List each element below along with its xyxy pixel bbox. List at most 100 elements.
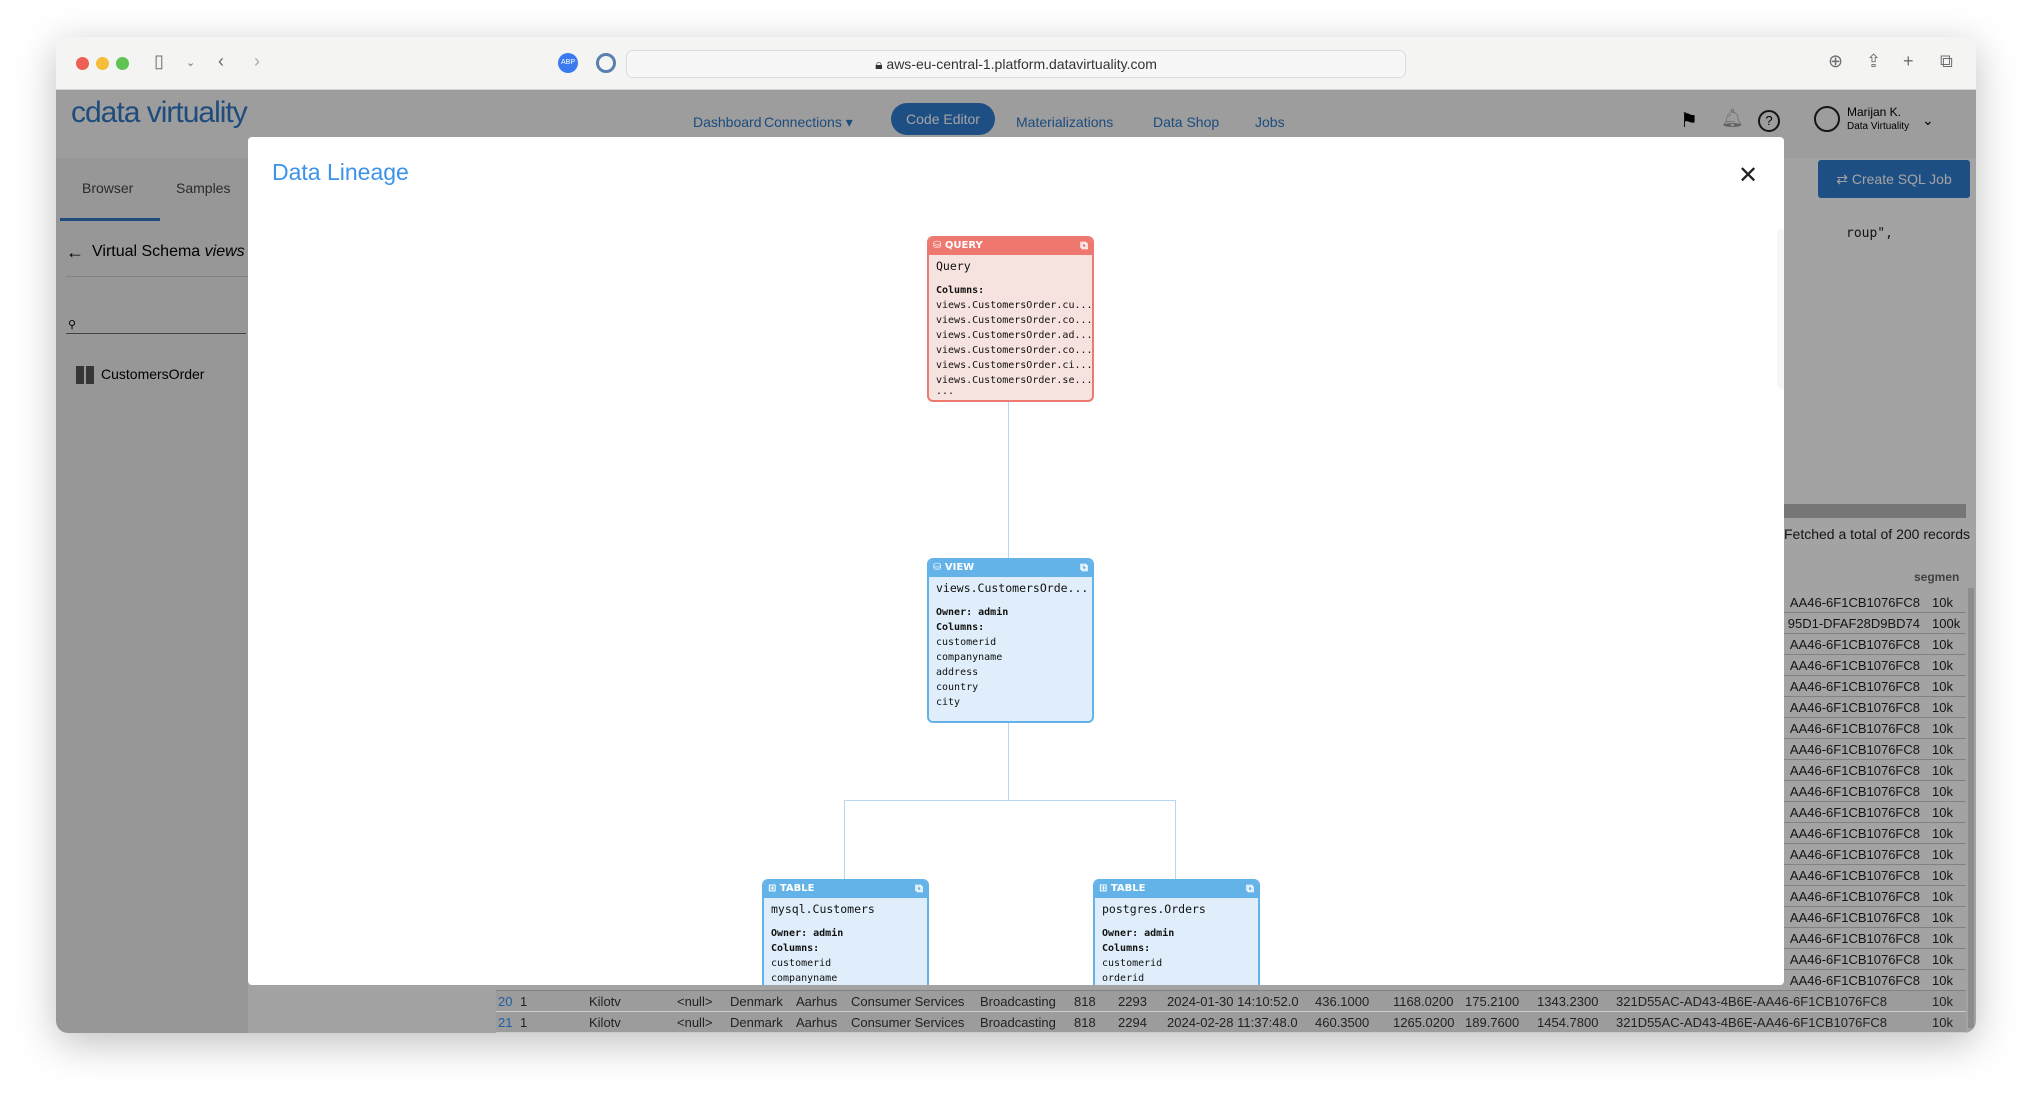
app: cdata virtuality Dashboard Connections ▾… — [56, 90, 1976, 1033]
table-cell: 1454.7800 — [1537, 1015, 1599, 1030]
user-name: Marijan K. — [1847, 105, 1902, 119]
cell-segment: 10k — [1932, 742, 1953, 757]
table-cell: 321D55AC-AD43-4B6E-AA46-6F1CB1076FC8 — [1616, 1015, 1887, 1030]
cell-id: AA46-6F1CB1076FC8 — [1789, 721, 1920, 736]
cell-segment: 10k — [1932, 868, 1953, 883]
table-row[interactable]: 21 1 Kilotv <null> Denmark Aarhus Consumer Ser… — [496, 1012, 1966, 1033]
user-org: Data Virtuality — [1847, 121, 1910, 132]
sidebar-toggle-icon[interactable]: ▯ — [154, 51, 164, 71]
cell-id: AA46-6F1CB1076FC8 — [1789, 763, 1920, 778]
view-icon: ⛁ — [933, 562, 945, 573]
close-window-button[interactable] — [76, 57, 89, 70]
cell-segment: 10k — [1932, 763, 1953, 778]
new-tab-icon[interactable]: + — [1903, 51, 1914, 71]
tab-overview-icon[interactable]: ⧉ — [1940, 51, 1953, 71]
open-external-icon[interactable]: ⧉ — [1080, 561, 1088, 574]
open-external-icon[interactable]: ⧉ — [915, 882, 923, 895]
open-external-icon[interactable]: ⧉ — [1080, 239, 1088, 252]
vertical-scrollbar[interactable] — [1968, 588, 1974, 1028]
caret-down-icon: ▾ — [845, 114, 853, 130]
lineage-node-view[interactable]: ⛁ VIEW ⧉ views.CustomersOrde... Owner: ad… — [927, 558, 1094, 723]
avatar[interactable] — [1814, 106, 1840, 132]
chevron-down-icon[interactable]: ⌄ — [1922, 112, 1934, 128]
chevron-down-icon[interactable]: ⌄ — [186, 57, 196, 69]
column-item: companyname — [771, 973, 838, 984]
nav-data-shop[interactable]: Data Shop — [1153, 114, 1220, 130]
lineage-node-query[interactable]: ⛁ QUERY ⧉ Query Columns: views.CustomersO… — [927, 236, 1094, 402]
back-icon[interactable]: ‹ — [218, 51, 224, 71]
bell-icon[interactable]: 🔔︎ — [1721, 108, 1744, 128]
nav-connections[interactable]: Connections ▾ — [764, 114, 853, 131]
cell-segment: 10k — [1932, 952, 1953, 967]
forward-icon[interactable]: › — [254, 51, 260, 71]
cell-segment: 10k — [1932, 826, 1953, 841]
share-icon[interactable]: ⇪ — [1866, 51, 1882, 71]
splitter[interactable] — [1756, 504, 1966, 518]
connector — [1008, 402, 1009, 558]
data-lineage-modal: Data Lineage ✕ ⊕ ⊖ ▣ ⤓ ⛁ QUERY⧉ Query Co… — [248, 137, 1784, 985]
table-cell: 1265.0200 — [1393, 1015, 1455, 1030]
download-icon[interactable]: ⤓ — [1777, 349, 1784, 385]
table-cell: Kilotv — [589, 1015, 621, 1030]
results-status: Fetched a total of 200 records — [1784, 526, 1970, 542]
nav-code-editor[interactable]: Code Editor — [891, 103, 995, 135]
close-icon[interactable]: ✕ — [1738, 162, 1759, 189]
adblock-extension-icon[interactable]: ABP — [558, 53, 578, 73]
help-icon[interactable]: ? — [1758, 110, 1780, 132]
minimize-window-button[interactable] — [96, 57, 109, 70]
browser-window: ▯ ⌄ ‹ › ABP 🔒︎ aws-eu-central-1.platform… — [56, 37, 1976, 1033]
table-cell: 2024-01-30 14:10:52.0 — [1167, 994, 1299, 1009]
table-cell: 10k — [1932, 994, 1953, 1009]
modal-title: Data Lineage — [272, 159, 409, 185]
cell-id: AA46-6F1CB1076FC8 — [1789, 784, 1920, 799]
table-cell: Denmark — [730, 1015, 783, 1030]
node-name: mysql.Customers — [771, 902, 875, 916]
column-item: customerid — [1102, 958, 1163, 969]
table-cell: 175.2100 — [1465, 994, 1520, 1009]
table-row[interactable]: AA46-6F1CB1076FC8 10k — [496, 970, 1966, 991]
table-cell: Broadcasting — [980, 994, 1056, 1009]
cell-id: AA46-6F1CB1076FC8 — [1789, 847, 1920, 862]
table-cell: 20 — [498, 994, 513, 1009]
url-text: aws-eu-central-1.platform.datavirtuality… — [886, 56, 1157, 72]
nav-jobs[interactable]: Jobs — [1255, 114, 1285, 130]
table-cell: 818 — [1074, 1015, 1096, 1030]
address-bar[interactable]: 🔒︎ aws-eu-central-1.platform.datavirtual… — [626, 50, 1406, 78]
sidebar: Browser Samples ← Virtual Schema views ⚲… — [56, 158, 248, 1033]
create-sql-job-button[interactable]: ⇄ Create SQL Job — [1818, 160, 1970, 198]
lineage-toolbar: ⊕ ⊖ ▣ ⤓ — [1777, 229, 1784, 389]
cell-segment: 10k — [1932, 784, 1953, 799]
password-manager-icon[interactable] — [596, 53, 616, 73]
tab-samples[interactable]: Samples — [176, 180, 231, 196]
lineage-node-mysql-customers[interactable]: ⊞ TABLE ⧉ mysql.Customers Owner: admin Co… — [762, 879, 929, 985]
downloads-icon[interactable]: ⊕ — [1828, 51, 1844, 71]
nav-connections-label: Connections — [764, 114, 842, 130]
table-cell: 2293 — [1118, 994, 1147, 1009]
table-cell: Consumer Services — [851, 994, 965, 1009]
sidebar-item-customersorder[interactable]: CustomersOrder — [101, 366, 205, 382]
nav-materializations[interactable]: Materializations — [1016, 114, 1114, 130]
maximize-window-button[interactable] — [116, 57, 129, 70]
zoom-in-icon[interactable]: ⊕ — [1777, 231, 1784, 267]
column-item: views.CustomersOrder.co... — [936, 345, 1093, 356]
open-external-icon[interactable]: ⧉ — [1246, 882, 1254, 895]
back-arrow-icon[interactable]: ← — [66, 242, 84, 262]
tab-browser[interactable]: Browser — [82, 180, 134, 196]
cell-segment: 10k — [1932, 658, 1953, 673]
lineage-node-postgres-orders[interactable]: ⊞ TABLE ⧉ postgres.Orders Owner: admin Co… — [1093, 879, 1260, 985]
cell-id: AA46-6F1CB1076FC8 — [1789, 952, 1920, 967]
search-input[interactable] — [66, 333, 246, 334]
nav-dashboard[interactable]: Dashboard — [693, 114, 762, 130]
view-icon — [76, 366, 94, 384]
connector — [844, 800, 845, 879]
zoom-out-icon[interactable]: ⊖ — [1777, 271, 1784, 307]
table-cell: 321D55AC-AD43-4B6E-AA46-6F1CB1076FC8 — [1616, 994, 1887, 1009]
table-icon: ⊞ — [1099, 883, 1111, 894]
node-name: views.CustomersOrde... — [936, 581, 1089, 595]
divider — [66, 276, 248, 277]
flag-icon[interactable]: ⚑ — [1680, 110, 1698, 132]
table-row[interactable]: 20 1 Kilotv <null> Denmark Aarhus Consumer Ser… — [496, 991, 1966, 1012]
cell-id: AA46-6F1CB1076FC8 — [1789, 700, 1920, 715]
fit-to-screen-icon[interactable]: ▣ — [1777, 311, 1784, 347]
table-cell: <null> — [677, 1015, 713, 1030]
